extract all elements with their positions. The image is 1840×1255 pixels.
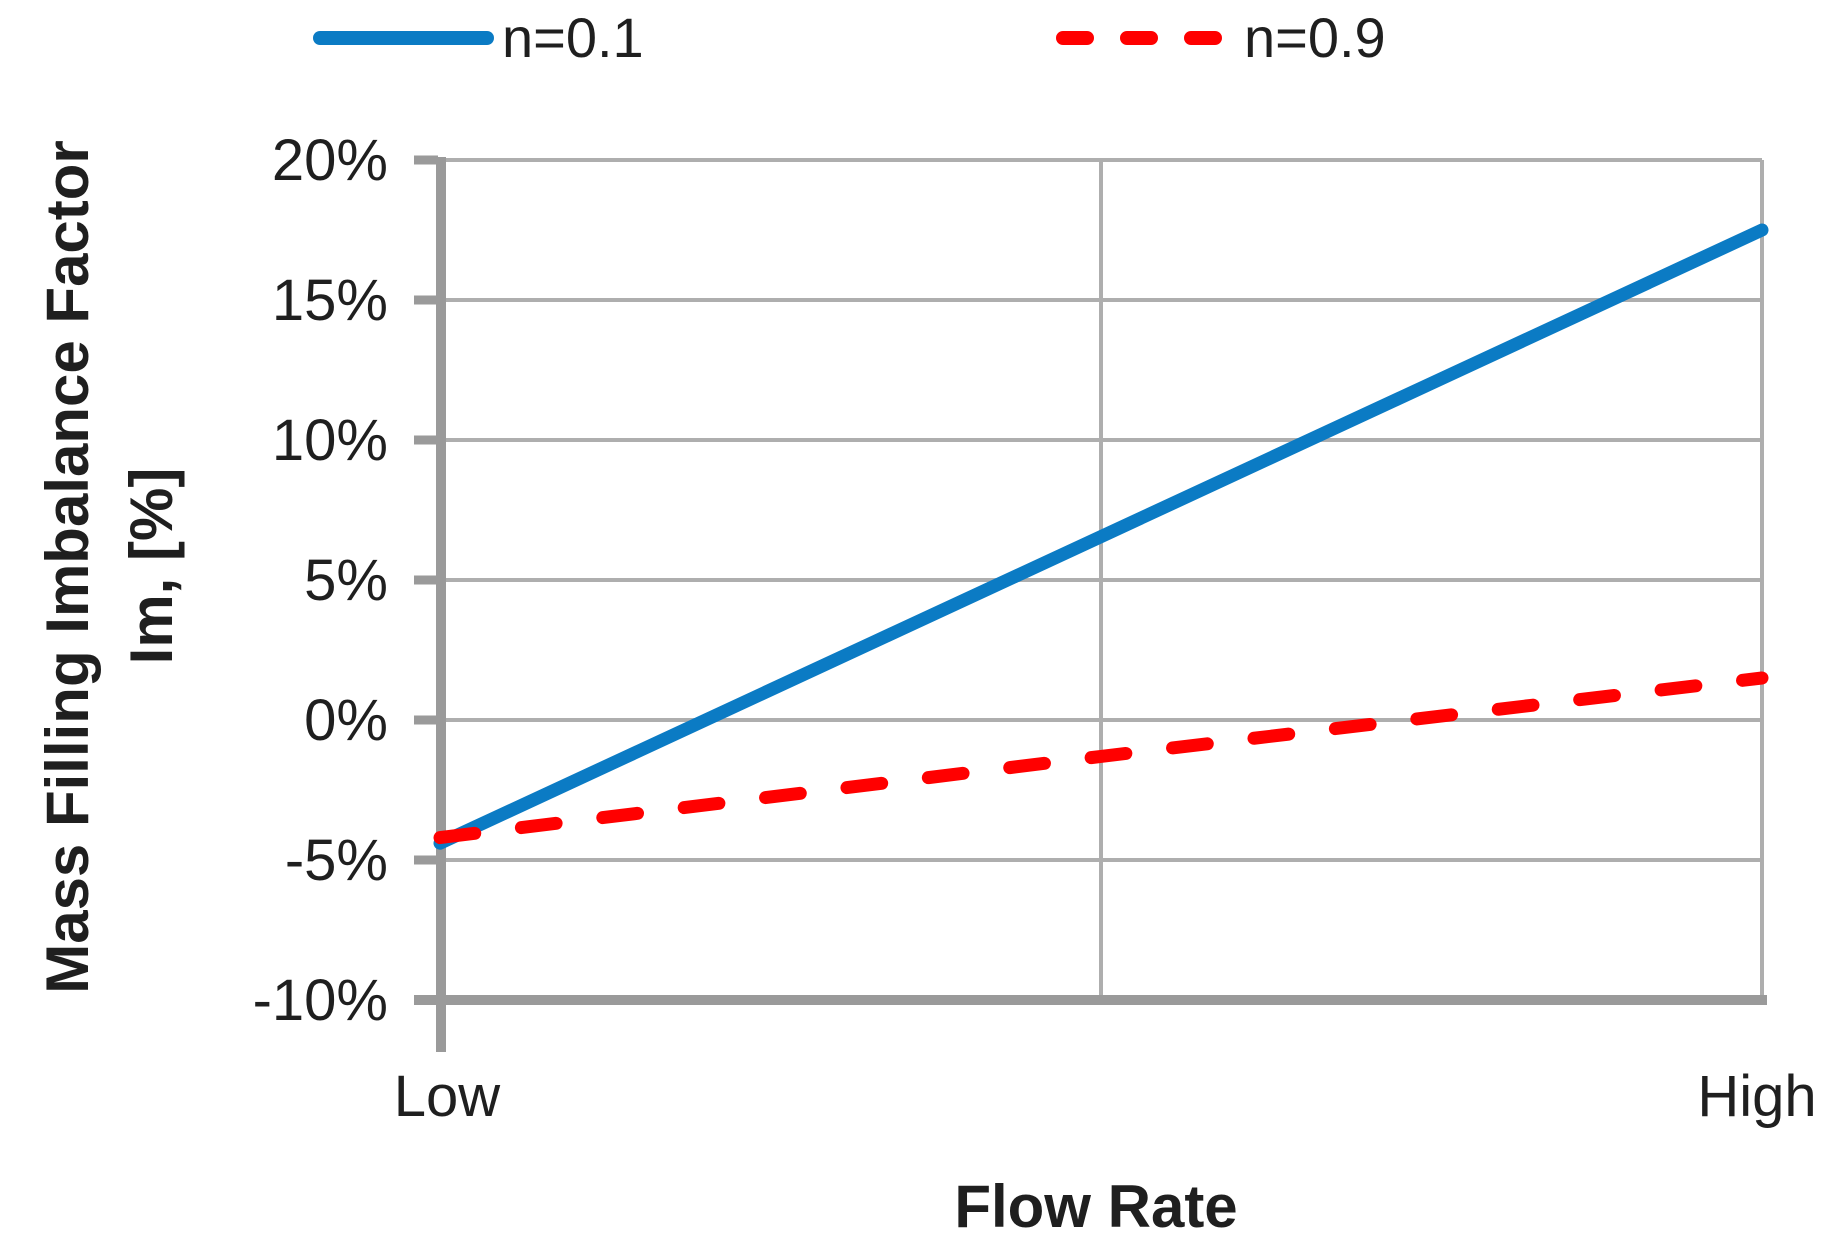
- y-axis-tick-labels: 20% 15% 10% 5% 0% -5% -10%: [253, 128, 388, 1033]
- legend-label-n01: n=0.1: [502, 6, 644, 69]
- y-axis-title-line2: Im, [%]: [118, 468, 185, 665]
- y-tick-label: 15%: [272, 268, 388, 333]
- legend: n=0.1 n=0.9: [313, 6, 1386, 69]
- y-axis-title: Mass Filling Imbalance Factor Im, [%]: [34, 140, 185, 994]
- y-tick-label: 0%: [304, 688, 388, 753]
- legend-label-n09: n=0.9: [1244, 6, 1386, 69]
- series-lines: [433, 223, 1769, 850]
- gridlines: [440, 158, 1764, 1002]
- y-tick-label: 10%: [272, 408, 388, 473]
- y-tick-label: -5%: [285, 828, 388, 893]
- y-tick-label: -10%: [253, 968, 388, 1033]
- x-category-low: Low: [394, 1064, 502, 1129]
- series-line-n09: [433, 671, 1769, 845]
- series-line-n01: [433, 223, 1769, 850]
- x-axis-title: Flow Rate: [954, 1173, 1237, 1240]
- axes: [414, 155, 1767, 1052]
- y-tick-label: 20%: [272, 128, 388, 193]
- y-tick-label: 5%: [304, 548, 388, 613]
- x-category-high: High: [1697, 1064, 1816, 1129]
- y-axis-title-line1: Mass Filling Imbalance Factor: [34, 140, 101, 994]
